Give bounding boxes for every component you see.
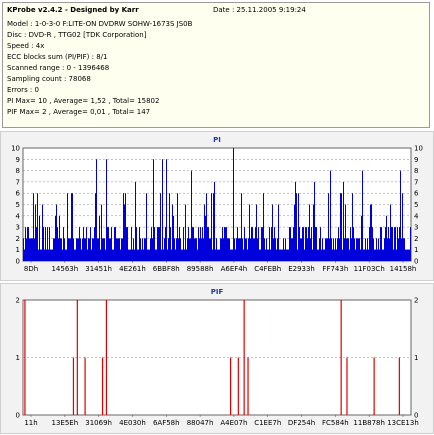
y-tick-label-left: 0	[16, 258, 20, 266]
pi-chart: PI 0 0 1 1 2 2 3 3 4 4 5 5 6 6 7 7 8 8 9 9 10 10 8Dh 14563h 31451…	[11, 136, 423, 273]
x-tick-label: 88047h	[187, 419, 214, 427]
app-title: KProbe v2.4.2 - Designed by Karr	[7, 6, 139, 14]
x-tick-label: FF743h	[322, 265, 348, 273]
y-tick-label-right: 1	[414, 246, 418, 254]
y-tick-label-left: 7	[16, 178, 20, 186]
scan-date: Date : 25.11.2005 9:19:24	[213, 6, 306, 14]
x-tick-label: 11B878h	[353, 419, 385, 427]
x-tick-label: 4E261h	[119, 265, 146, 273]
ecc-line: ECC blocks sum (PI/PIF) : 8/1	[7, 53, 108, 61]
y-tick-label-left: 0	[16, 412, 20, 420]
x-tick-label: 31069h	[85, 419, 112, 427]
y-tick-label-left: 1	[16, 246, 20, 254]
disc-info-panel: KProbe v2.4.2 - Designed by Karr Date : …	[2, 2, 430, 128]
pi-summary-line: PI Max= 10 , Average= 1,52 , Total= 1580…	[7, 97, 160, 105]
x-tick-label: A6EF4h	[221, 265, 248, 273]
x-tick-label: 6AF58h	[153, 419, 180, 427]
x-tick-label: E2933h	[288, 265, 315, 273]
y-tick-label-right: 9	[414, 156, 418, 164]
x-tick-label: 14563h	[51, 265, 78, 273]
y-tick-label-left: 5	[16, 201, 20, 209]
model-line: Model : 1-0-3-0 F:LITE-ON DVDRW SOHW-167…	[7, 20, 193, 28]
x-tick-label: 13CE13h	[387, 419, 419, 427]
x-tick-label: 11F03Ch	[354, 265, 385, 273]
y-tick-label-left: 3	[16, 224, 20, 232]
errors-line: Errors : 0	[7, 86, 39, 94]
pif-spikes	[24, 300, 400, 415]
y-tick-label-right: 0	[414, 258, 418, 266]
y-tick-label-right: 2	[414, 297, 418, 305]
y-tick-label-left: 6	[16, 190, 21, 198]
x-tick-label: 11h	[24, 419, 37, 427]
x-tick-label: 89588h	[187, 265, 214, 273]
pi-chart-panel: PI 0 0 1 1 2 2 3 3 4 4 5 5 6 6 7 7 8 8 9 9 10 10 8Dh 14563h 31451…	[0, 131, 434, 281]
y-tick-label-left: 4	[16, 212, 21, 220]
y-tick-label-right: 4	[414, 212, 419, 220]
y-tick-label-left: 10	[11, 145, 20, 153]
y-tick-label-left: 2	[16, 235, 20, 243]
x-tick-label: 13E5Eh	[51, 419, 78, 427]
y-tick-label-right: 8	[414, 167, 418, 175]
y-tick-label-left: 2	[16, 297, 20, 305]
sampling-line: Sampling count : 78068	[7, 75, 91, 83]
x-tick-label: 6BBF8h	[153, 265, 180, 273]
y-tick-label-right: 2	[414, 235, 418, 243]
y-tick-label-right: 6	[414, 190, 419, 198]
y-tick-label-right: 3	[414, 224, 418, 232]
y-tick-label-right: 0	[414, 412, 418, 420]
disc-line: Disc : DVD-R , TTG02 [TDK Corporation]	[7, 31, 147, 39]
pif-summary-line: PIF Max= 2 , Average= 0,01 , Total= 147	[7, 108, 151, 116]
x-tick-label: A4E07h	[220, 419, 247, 427]
pif-chart: PIF 0 0 1 1 2 2 11h 13E5Eh 31069h 4E030h 6AF58h 8804…	[16, 288, 419, 427]
y-tick-label-right: 10	[414, 145, 423, 153]
pif-chart-panel: PIF 0 0 1 1 2 2 11h 13E5Eh 31069h 4E030h 6AF58h 8804…	[0, 283, 434, 434]
y-tick-label-right: 1	[414, 354, 418, 362]
y-tick-label-left: 9	[16, 156, 20, 164]
range-line: Scanned range : 0 - 1396468	[7, 64, 110, 72]
chart-title: PI	[213, 136, 221, 144]
x-tick-label: 4E030h	[119, 419, 146, 427]
y-tick-label-right: 7	[414, 178, 418, 186]
speed-line: Speed : 4x	[7, 42, 45, 50]
pi-bars	[23, 148, 411, 261]
x-tick-label: C4FEBh	[254, 265, 281, 273]
x-tick-label: C1EE7h	[254, 419, 281, 427]
y-tick-label-left: 1	[16, 354, 20, 362]
y-tick-label-right: 5	[414, 201, 418, 209]
y-tick-label-left: 8	[16, 167, 20, 175]
chart-title: PIF	[211, 288, 224, 296]
x-tick-label: 8Dh	[24, 265, 38, 273]
x-tick-label: 14158h	[390, 265, 417, 273]
pi-base-band	[23, 249, 411, 261]
x-tick-label: 31451h	[85, 265, 112, 273]
x-tick-label: DF254h	[288, 419, 315, 427]
x-tick-label: FC584h	[322, 419, 349, 427]
